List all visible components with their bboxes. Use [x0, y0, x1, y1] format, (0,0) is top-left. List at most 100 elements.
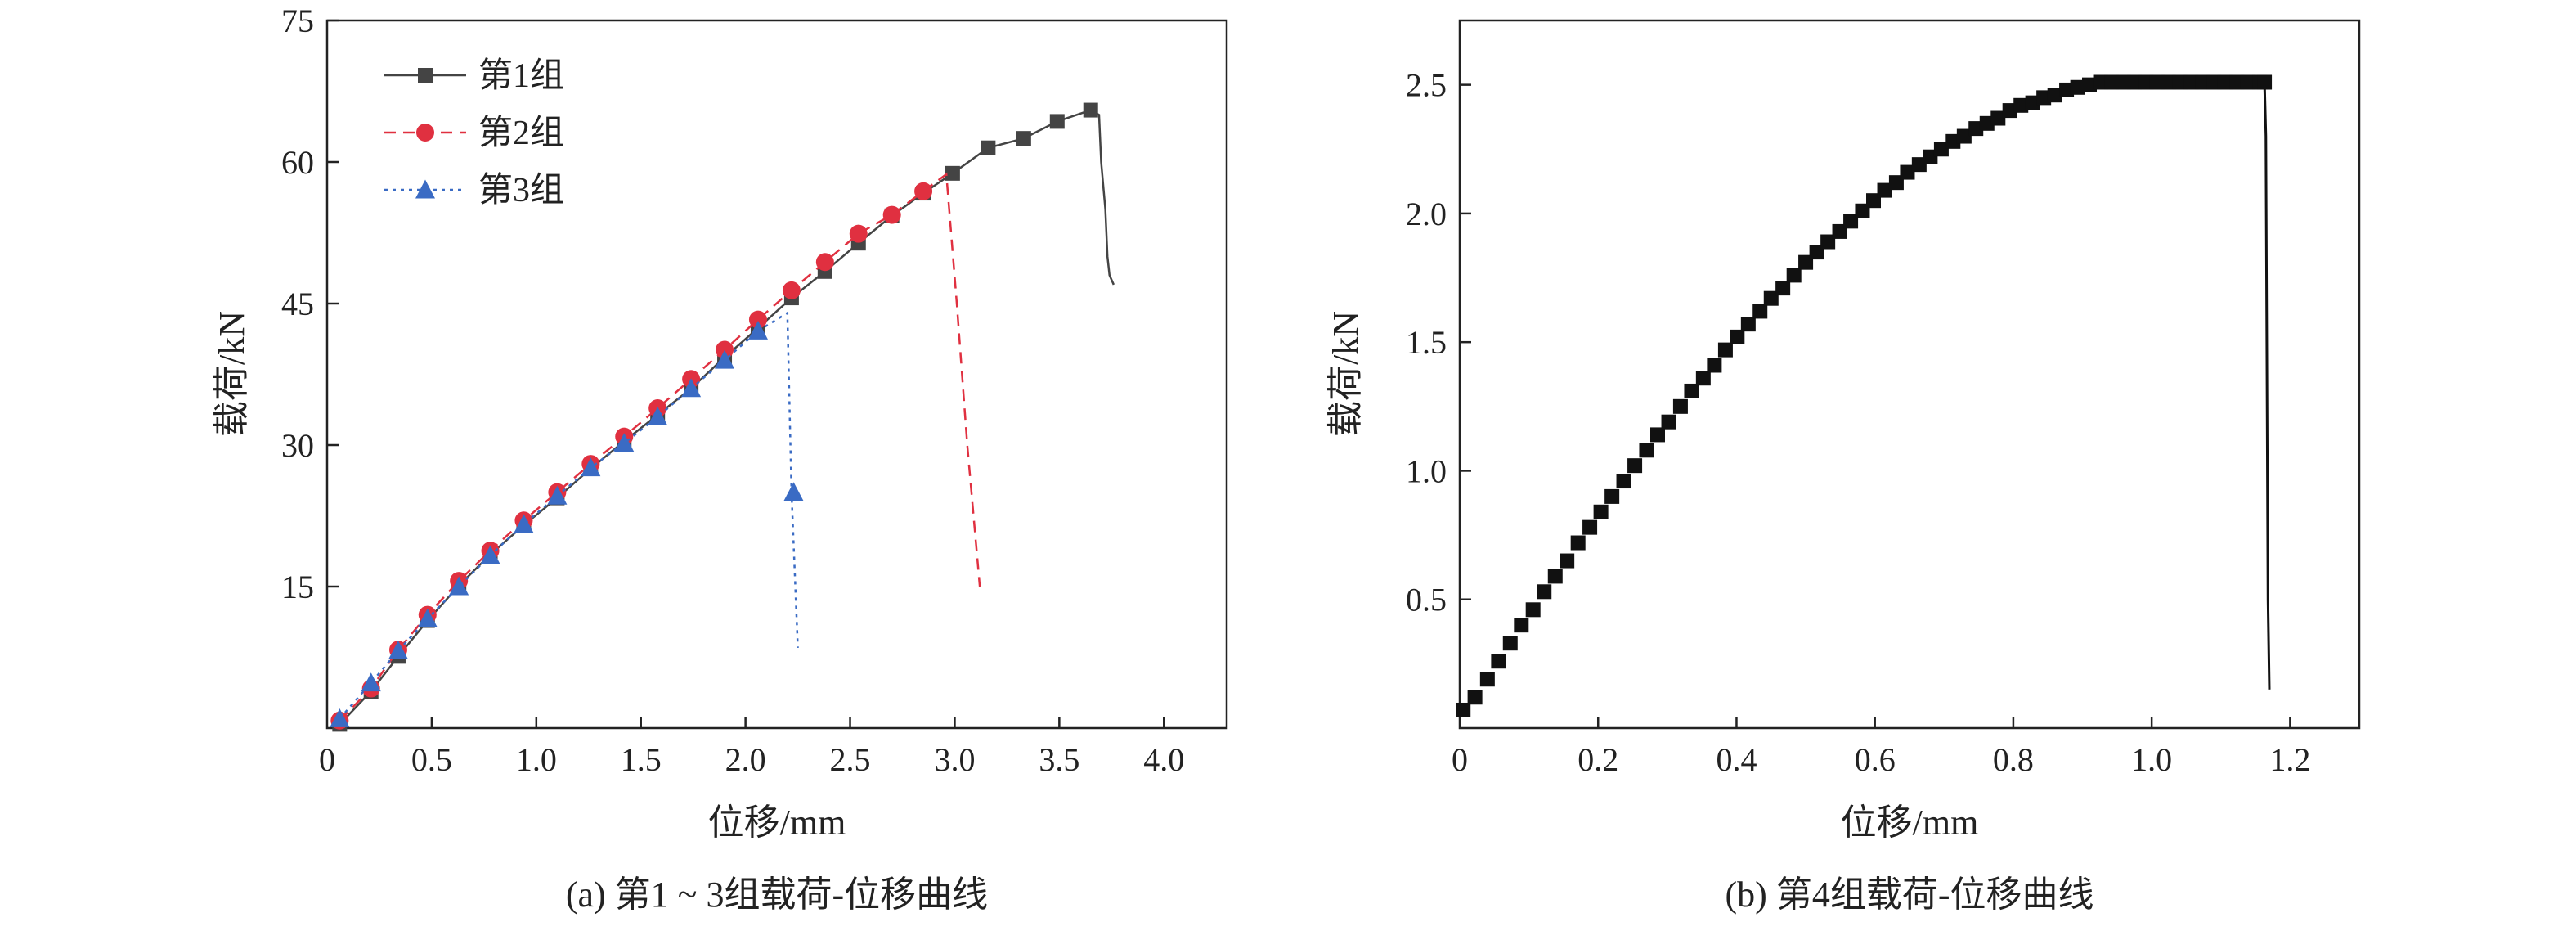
chart-b-series-1-point — [1855, 203, 1870, 218]
chart-b-series-1-point — [1888, 175, 1904, 191]
chart-b-series-1-point — [2229, 74, 2245, 90]
chart-b-series-1-point — [1843, 214, 1859, 229]
chart-b-ticks: 0 0.2 0.4 0.6 0.8 1.0 1.2 0.5 1.0 1.5 2.0 2.5 — [1406, 67, 2310, 778]
chart-a-series-3-point — [449, 576, 469, 596]
chart-b-series-1-point — [1798, 254, 1814, 270]
chart-b-series-1-point — [1990, 110, 2006, 126]
chart-a-y-tick-label: 75 — [281, 2, 314, 39]
chart-b-y-tick-label: 0.5 — [1406, 582, 1447, 618]
chart-a-series-3-point — [514, 514, 534, 533]
chart-b-series-1-point — [1570, 535, 1586, 551]
chart-a-x-tick-label: 1.5 — [621, 741, 662, 778]
chart-a-series-3-point — [388, 640, 408, 659]
chart-b-series-1-point — [2183, 74, 2199, 90]
chart-b-x-axis-label: 位移/mm — [1841, 803, 1979, 843]
chart-b-plot-area — [1456, 74, 2273, 717]
legend-item-1: 第1组 — [384, 57, 564, 95]
chart-b-x-tick-label: 0.2 — [1577, 741, 1618, 778]
chart-b-series-1-point — [2161, 74, 2176, 90]
chart-b-series-1-point — [1979, 115, 1995, 131]
chart-b-series-1-point — [2116, 74, 2131, 90]
chart-a-series-2-point — [849, 224, 868, 243]
chart-b-series-1-point — [1832, 223, 1847, 239]
chart-b-series-1-point — [1537, 584, 1552, 600]
chart-b-series-1-point — [2082, 77, 2097, 92]
chart-a-caption: (a) 第1 ~ 3组载荷-位移曲线 — [566, 875, 988, 915]
legend-label-3: 第3组 — [478, 172, 564, 209]
chart-b-series-1-point — [2149, 74, 2165, 90]
chart-b-series-1-point — [1900, 164, 1915, 180]
chart-a-series-1-failure-line — [1090, 109, 1115, 286]
chart-b-series-1-point — [1730, 329, 1745, 344]
chart-b-x-tick-label: 1.0 — [2131, 741, 2172, 778]
chart-b-series-1-point — [1456, 702, 1471, 717]
chart-b-series-1-point — [1582, 519, 1598, 535]
chart-a-series-1-point — [981, 140, 996, 155]
chart-a-series-2-point — [914, 182, 933, 200]
chart-a-ticks: 0 0.5 1.0 1.5 2.0 2.5 3.0 3.5 4.0 15 30 45 60 75 — [281, 2, 1184, 778]
chart-a-series-3-point — [614, 433, 635, 452]
chart-a-x-tick-label: 4.0 — [1143, 741, 1184, 778]
chart-a-x-tick-label: 3.5 — [1039, 741, 1079, 778]
chart-b-series-1-point — [1650, 427, 1665, 443]
chart-b-series-1-point — [1820, 234, 1836, 250]
chart-a-series-1 — [332, 102, 1115, 732]
chart-b-series-1-point — [2257, 74, 2273, 90]
legend-marker-3 — [415, 179, 435, 199]
chart-b-series-1-point — [1945, 133, 1961, 149]
chart-b-series-1-point — [2206, 74, 2222, 90]
chart-b-series-1-point — [1639, 443, 1654, 458]
chart-b-series-1-point — [1866, 193, 1881, 209]
chart-a-series-3-point — [361, 672, 381, 692]
chart-a-series-2 — [330, 172, 981, 730]
chart-b-series-1-point — [1672, 398, 1688, 414]
chart-a-series-2-line — [339, 190, 924, 722]
legend-item-3: 第3组 — [384, 172, 564, 209]
chart-b-series-1-point — [1933, 142, 1949, 157]
chart-b-caption: (b) 第4组载荷-位移曲线 — [1726, 875, 2094, 915]
chart-b-y-tick-label: 1.5 — [1406, 324, 1447, 361]
chart-a-series-3-point — [747, 320, 768, 340]
chart-a-series-1-point — [1049, 114, 1065, 129]
chart-b-series-1-point — [1604, 488, 1620, 504]
chart-b-series-1-point — [1968, 121, 1984, 137]
chart-a-series-3-point — [581, 457, 601, 477]
chart-b-series-1-point — [1627, 458, 1643, 474]
chart-b-series-1-point — [2217, 74, 2233, 90]
chart-a-x-tick-label: 0 — [319, 741, 335, 778]
chart-b-series-1-point — [1695, 371, 1711, 386]
chart-b-series-1-point — [1877, 182, 1892, 198]
chart-a-y-tick-label: 15 — [281, 569, 314, 605]
chart-b-x-tick-label: 1.2 — [2269, 741, 2310, 778]
chart-b-x-tick-label: 0.6 — [1855, 741, 1896, 778]
chart-a-series-3-point — [480, 545, 500, 564]
chart-b-x-tick-label: 0.8 — [1993, 741, 2034, 778]
chart-a-plot-area — [330, 102, 1115, 732]
legend-marker-1 — [418, 68, 433, 83]
chart-a-y-tick-label: 30 — [281, 427, 314, 464]
chart-b-y-tick-label: 2.0 — [1406, 196, 1447, 232]
legend-label-2: 第2组 — [478, 115, 564, 152]
chart-b-series-1-point — [2013, 97, 2029, 113]
chart-a-x-tick-label: 2.5 — [830, 741, 871, 778]
chart-b-series-1-point — [1956, 128, 1972, 144]
chart-a-series-3-point — [547, 485, 568, 505]
chart-b-series-1-point — [2104, 74, 2120, 90]
chart-a-series-1-point — [945, 165, 960, 181]
chart-b-series-1-point — [1775, 281, 1791, 296]
chart-a-series-2-point — [748, 310, 767, 329]
chart-a-series-2-point — [782, 281, 801, 299]
chart-a-y-tick-label: 60 — [281, 144, 314, 181]
chart-b-series-1-point — [1491, 654, 1506, 669]
chart-b-series-1-point — [2036, 90, 2052, 106]
chart-b-series-1-point — [2127, 74, 2142, 90]
chart-b: 0 0.2 0.4 0.6 0.8 1.0 1.2 0.5 1.0 1.5 2.0 2.5 位移/mm… — [1326, 19, 2361, 915]
chart-a-x-axis-label: 位移/mm — [708, 803, 846, 843]
chart-b-series-1-point — [2059, 82, 2075, 97]
chart-b-series-1-point — [1514, 618, 1529, 633]
chart-b-series-1-point — [1525, 602, 1541, 618]
chart-b-series-1-point — [1479, 672, 1495, 687]
chart-a-series-3 — [330, 311, 804, 727]
